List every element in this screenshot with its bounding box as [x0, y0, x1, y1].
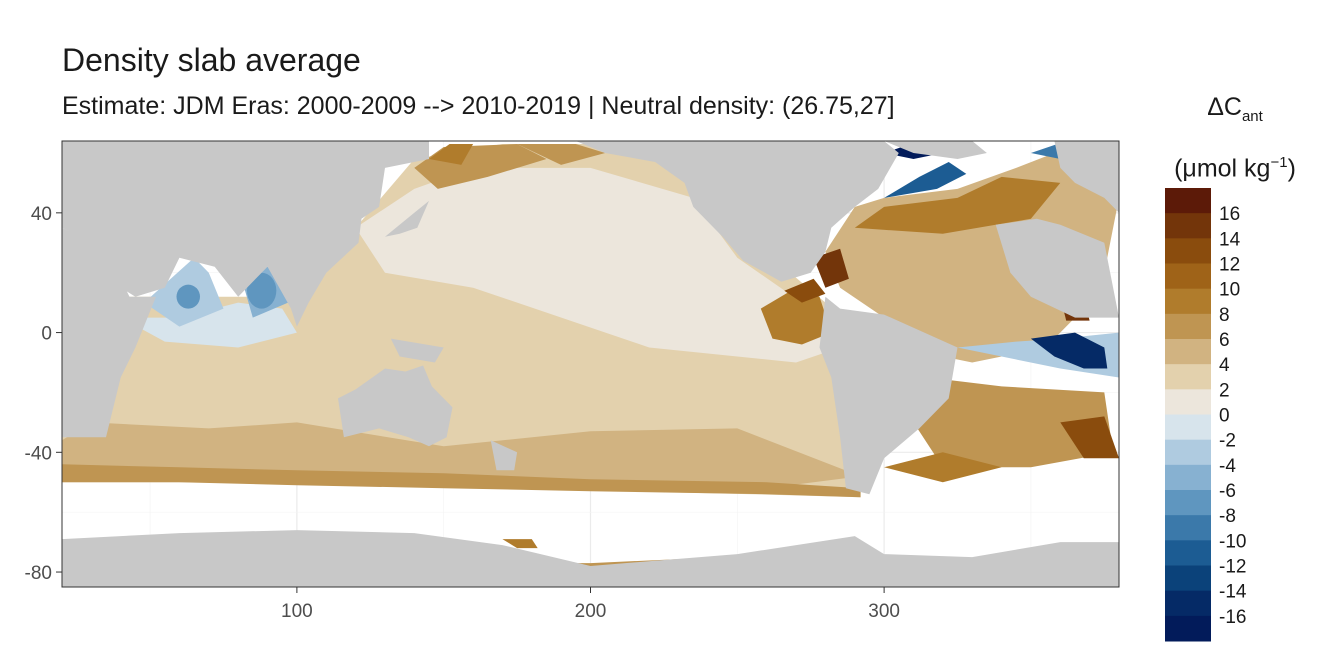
land-eurasia: [62, 141, 429, 327]
legend-title-symbol: ΔC: [1207, 93, 1242, 121]
legend-swatch: [1165, 490, 1211, 516]
legend-tick-label: -14: [1219, 582, 1247, 603]
land-new-zealand: [490, 440, 518, 471]
pacific-central: [355, 167, 841, 363]
legend-tick-label: 14: [1219, 229, 1241, 250]
x-tick-label: 300: [868, 601, 900, 622]
land-greenland: [884, 141, 987, 159]
agulhas: [1060, 416, 1119, 459]
legend-tick-label: -8: [1219, 506, 1236, 527]
legend-tick-label: -16: [1219, 607, 1246, 628]
y-axis: 40 0 -40 -80: [25, 204, 62, 584]
legend-swatch: [1165, 339, 1211, 365]
legend-unit-suffix: ): [1287, 154, 1296, 183]
legend-swatch: [1165, 188, 1211, 214]
antarctic-patch: [502, 539, 538, 549]
legend-tick-label: -10: [1219, 531, 1246, 552]
legend-unit-superscript: −1: [1270, 154, 1288, 171]
legend-swatch: [1165, 439, 1211, 466]
legend-tick-label: 4: [1219, 355, 1230, 376]
legend-swatch: [1165, 288, 1211, 315]
legend-title-subscript: ant: [1241, 108, 1263, 125]
gulf-of-mexico: [813, 248, 849, 288]
legend-tick-label: -2: [1219, 431, 1236, 452]
legend-swatch: [1165, 389, 1211, 415]
legend-title: ΔCant (μmol kg−1): [1160, 84, 1310, 191]
legend-swatch: [1165, 263, 1211, 290]
land-japan: [385, 200, 429, 237]
southern-edge: [62, 464, 861, 498]
land-europe: [1054, 141, 1119, 213]
okhotsk: [429, 144, 474, 165]
chart-subtitle: Estimate: JDM Eras: 2000-2009 --> 2010-2…: [62, 92, 895, 120]
legend-swatch: [1165, 615, 1211, 642]
land-australia: [338, 365, 453, 447]
land-north-america: [575, 141, 899, 282]
legend-swatch: [1165, 238, 1211, 264]
y-tick-label: -80: [25, 563, 52, 584]
legend-tick-label: -6: [1219, 481, 1236, 502]
legend-swatch: [1165, 590, 1211, 617]
arabian-core: [176, 284, 200, 309]
legend-swatch: [1165, 464, 1211, 491]
legend-swatch: [1165, 565, 1211, 592]
x-tick-label: 200: [575, 601, 607, 622]
legend-swatch: [1165, 540, 1211, 566]
legend-tick-label: 0: [1219, 406, 1230, 427]
legend-unit-prefix: (μmol kg: [1174, 154, 1271, 183]
legend-tick-label: -4: [1219, 456, 1236, 477]
legend-tick-label: 8: [1219, 305, 1230, 326]
legend-tick-label: 16: [1219, 204, 1240, 225]
ocean-field: [62, 141, 1119, 569]
legend-swatch: [1165, 364, 1211, 390]
legend-swatch: [1165, 213, 1211, 239]
x-tick-label: 100: [281, 601, 313, 622]
legend-swatch: [1165, 414, 1211, 441]
land-mask: [62, 141, 1119, 587]
legend-tick-label: 10: [1219, 280, 1240, 301]
labrador-sea: [884, 162, 967, 198]
central-america-coast: [784, 278, 826, 303]
y-tick-label: 40: [31, 204, 52, 225]
legend-tick-label: 6: [1219, 330, 1230, 351]
bengal-core: [246, 272, 277, 309]
gulf-alaska: [517, 144, 606, 165]
legend-swatch: [1165, 313, 1211, 340]
gulf-of-guinea-core: [1030, 332, 1108, 369]
argentine-basin: [884, 452, 1002, 483]
y-tick-label: 0: [41, 324, 52, 345]
legend-tick-label: 12: [1219, 255, 1240, 276]
legend-tick-label: -12: [1219, 557, 1246, 578]
x-axis: 100 200 300: [281, 587, 900, 622]
land-antarctica: [62, 530, 1119, 587]
y-tick-label: -40: [25, 443, 52, 464]
legend-swatch: [1165, 515, 1211, 541]
land-africa-west: [995, 218, 1119, 318]
land-new-guinea: [390, 338, 444, 363]
east-tropical-pacific: [760, 287, 832, 345]
map-panel: [62, 141, 1119, 587]
chart-title: Density slab average: [62, 42, 361, 78]
legend-colorbar: 16 14 12 10 8 6 4 2 0 -2 -4 -6 -8 -10 -12 -14 -16: [1165, 188, 1247, 642]
land-africa: [62, 227, 156, 438]
land-south-america: [819, 296, 958, 495]
south-atlantic: [913, 377, 1114, 468]
legend-tick-label: 2: [1219, 380, 1230, 401]
gulf-stream: [854, 176, 1061, 234]
